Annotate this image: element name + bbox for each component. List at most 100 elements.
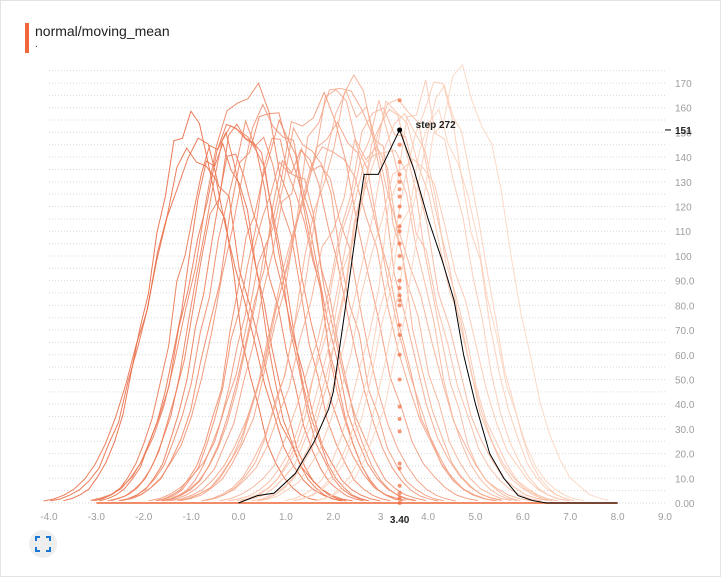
series-line xyxy=(121,112,417,502)
series-line xyxy=(201,89,512,502)
hover-point xyxy=(397,323,402,328)
hover-point xyxy=(397,214,402,219)
step-tooltip: step 272 xyxy=(416,120,456,131)
series-line xyxy=(293,81,575,502)
series-line xyxy=(90,82,406,501)
y-tick-label: 80.0 xyxy=(675,301,695,312)
y-value-label: 151 xyxy=(675,126,692,137)
x-tick-label: 1.0 xyxy=(279,512,293,523)
hover-point xyxy=(397,266,402,271)
y-tick-label: 70.0 xyxy=(675,326,695,337)
hover-point xyxy=(397,496,402,501)
hover-point xyxy=(397,303,402,308)
fit-domain-icon xyxy=(35,536,51,552)
series-line xyxy=(257,158,570,502)
x-value-bg xyxy=(385,513,414,524)
hover-point xyxy=(397,172,402,177)
x-tick-label: 0.0 xyxy=(232,512,246,523)
hover-point xyxy=(397,98,402,103)
y-tick-label: 10.0 xyxy=(675,474,695,485)
y-tick-label: 60.0 xyxy=(675,351,695,362)
series-line xyxy=(118,119,391,502)
x-tick-label: -1.0 xyxy=(183,512,201,523)
x-tick-label: 8.0 xyxy=(611,512,625,523)
x-tick-label: -3.0 xyxy=(88,512,106,523)
series-line xyxy=(251,112,559,502)
grid-lines xyxy=(49,70,665,504)
series-line xyxy=(180,121,495,502)
hover-point xyxy=(397,204,402,209)
x-tick-label: 2.0 xyxy=(326,512,340,523)
y-axis-labels: 0.00 10.0 20.0 30.0 40.0 50.0 60.0 70.0 80.0 90.0… xyxy=(675,79,695,510)
y-tick-label: 120 xyxy=(675,203,692,214)
fit-domain-button[interactable] xyxy=(29,530,57,558)
hover-point xyxy=(397,241,402,246)
hover-point xyxy=(397,404,402,409)
series-line xyxy=(161,161,415,502)
x-value-label: 3.40 xyxy=(390,515,410,526)
x-tick-label: -4.0 xyxy=(40,512,58,523)
hover-point xyxy=(397,429,402,434)
x-tick-label: 4.0 xyxy=(421,512,435,523)
hover-point xyxy=(397,466,402,471)
hover-point xyxy=(397,501,402,505)
y-tick-label: 30.0 xyxy=(675,425,695,436)
chart-subtitle: . xyxy=(35,39,38,50)
series-line xyxy=(110,124,368,502)
hover-point xyxy=(397,278,402,283)
hover-point xyxy=(397,194,402,199)
hover-point xyxy=(397,187,402,192)
hover-point xyxy=(397,229,402,234)
hover-point xyxy=(397,483,402,488)
series-line xyxy=(219,107,548,502)
y-tick-label: 100 xyxy=(675,252,692,263)
hover-point xyxy=(397,286,402,291)
hover-point xyxy=(397,160,402,165)
x-tick-label: 7.0 xyxy=(563,512,577,523)
series-line xyxy=(161,126,444,502)
hover-point xyxy=(397,417,402,421)
y-tick-label: 0.00 xyxy=(675,499,695,510)
x-tick-label: -2.0 xyxy=(135,512,153,523)
title-accent-bar xyxy=(25,23,29,53)
series-line xyxy=(316,63,609,502)
series-line xyxy=(293,108,584,502)
hover-point xyxy=(397,377,402,382)
series-line xyxy=(284,79,567,502)
hover-point xyxy=(397,253,402,258)
y-tick-label: 50.0 xyxy=(675,375,695,386)
hover-point xyxy=(397,461,402,466)
hover-point xyxy=(397,293,402,298)
series-line xyxy=(228,149,542,502)
x-axis-labels: -4.0 -3.0 -2.0 -1.0 0.0 1.0 2.0 3 4.0 5.0 6.0 7.0 8.… xyxy=(40,512,672,523)
hover-point xyxy=(397,298,402,303)
y-tick-label: 130 xyxy=(675,178,692,189)
y-tick-label: 150 xyxy=(675,128,692,139)
hover-point xyxy=(397,142,402,147)
series-line xyxy=(63,110,319,502)
series-line xyxy=(236,100,557,502)
series-line xyxy=(257,108,521,502)
hover-group: step 272 151 3.40 xyxy=(385,98,692,526)
highlighted-series-line xyxy=(238,128,618,504)
series-line xyxy=(315,84,574,502)
y-tick-label: 40.0 xyxy=(675,400,695,411)
x-tick-label: 6.0 xyxy=(516,512,530,523)
y-tick-label: 160 xyxy=(675,104,692,115)
series-group xyxy=(43,63,618,504)
series-line xyxy=(206,73,502,502)
series-line xyxy=(240,100,518,502)
series-line xyxy=(119,103,427,502)
x-tick-label: 5.0 xyxy=(469,512,483,523)
series-line xyxy=(243,98,553,502)
series-line xyxy=(163,149,439,502)
y-tick-label: 170 xyxy=(675,79,692,90)
hover-point xyxy=(397,224,402,229)
y-tick-label: 140 xyxy=(675,153,692,164)
highlighted-point xyxy=(397,127,403,133)
hover-point xyxy=(397,179,402,184)
x-tick-label: 9.0 xyxy=(658,512,672,523)
hover-point xyxy=(397,491,402,496)
